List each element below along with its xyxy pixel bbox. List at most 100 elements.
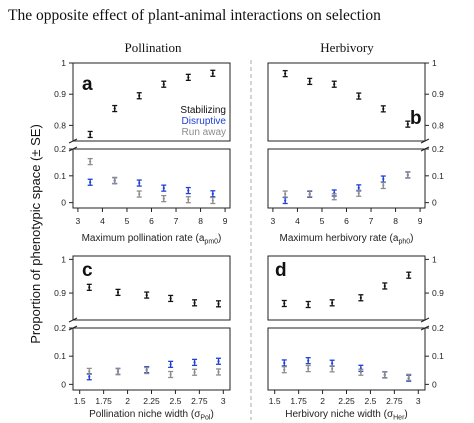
point-marker [331, 367, 334, 370]
upper-plot-frame [72, 62, 231, 142]
point-marker [89, 181, 92, 184]
data-point-stabilizing [115, 288, 121, 297]
data-point-runaway [380, 181, 386, 190]
xtick-label: 6 [344, 216, 349, 226]
point-marker [357, 186, 360, 189]
data-point-runaway [405, 171, 411, 179]
point-marker [116, 370, 120, 373]
point-marker [284, 192, 287, 196]
data-point-runaway [356, 189, 362, 197]
point-marker [284, 72, 287, 75]
panel-letter-b: b [410, 108, 422, 129]
data-point-disruptive [216, 357, 222, 365]
data-point-disruptive [305, 357, 311, 365]
data-point-runaway [358, 368, 364, 376]
data-point-stabilizing [307, 77, 313, 86]
point-marker [187, 189, 190, 192]
point-marker [406, 173, 409, 176]
data-point-stabilizing [112, 104, 118, 113]
point-marker [211, 199, 214, 202]
legend-disruptive: Disruptive [182, 116, 227, 127]
data-point-stabilizing [405, 120, 411, 128]
upper-plot-frame [267, 62, 426, 142]
lower-ytick-label: 0.1 [54, 351, 66, 361]
point-marker [333, 83, 336, 86]
point-marker [382, 107, 385, 110]
data-point-runaway [210, 196, 216, 205]
upper-plot-frame [72, 255, 231, 321]
point-marker [88, 286, 91, 289]
point-marker [113, 179, 116, 182]
data-point-stabilizing [185, 73, 191, 82]
point-marker [89, 160, 92, 163]
xtick-label: 2.25 [338, 396, 355, 406]
point-marker [116, 291, 120, 294]
point-marker [308, 80, 311, 83]
lower-ytick-label: 0 [432, 379, 437, 389]
data-point-stabilizing [87, 130, 93, 139]
point-marker [113, 107, 116, 110]
data-point-disruptive [168, 360, 174, 369]
figure-title: The opposite effect of plant-animal inte… [8, 7, 381, 24]
xtick-label: 2 [320, 396, 325, 406]
point-marker [307, 303, 310, 306]
point-marker [284, 199, 287, 202]
column-header-herbivory: Herbivory [320, 40, 374, 55]
data-point-stabilizing [161, 80, 167, 88]
lower-plot-frame [72, 148, 231, 209]
point-marker [283, 302, 286, 305]
panel-letter-c: c [82, 260, 93, 281]
data-point-disruptive [87, 178, 93, 186]
point-marker [211, 72, 214, 75]
data-point-runaway [136, 190, 142, 198]
data-point-runaway [161, 194, 167, 203]
data-point-runaway [281, 366, 287, 374]
point-marker [307, 359, 310, 362]
data-point-runaway [331, 193, 337, 201]
upper-plot-frame [267, 255, 426, 321]
point-marker [193, 301, 196, 304]
point-marker [145, 369, 148, 372]
point-marker [359, 371, 362, 374]
data-point-stabilizing [136, 92, 142, 100]
panel-letter-a: a [82, 74, 93, 95]
data-point-stabilizing [210, 69, 216, 77]
xtick-label: 2.5 [170, 396, 182, 406]
column-header-pollination: Pollination [124, 40, 182, 55]
point-marker [145, 293, 148, 297]
legend-stabilizing: Stabilizing [180, 105, 226, 116]
xtick-label: 3 [416, 396, 421, 406]
point-marker [162, 187, 165, 190]
point-marker [383, 284, 386, 288]
xtick-label: 5 [320, 216, 325, 226]
lower-ytick-label: 0.1 [432, 171, 444, 181]
figure-y-axis-label: Proportion of phenotypic space (± SE) [28, 124, 43, 344]
point-marker [283, 361, 286, 365]
data-point-disruptive [192, 358, 198, 367]
data-point-runaway [406, 373, 412, 381]
data-point-stabilizing [305, 300, 311, 309]
data-point-stabilizing [331, 80, 337, 88]
panel-c: 0.9 1 0 0.1 0.2 1.5 1.75 2 2.25 2.5 2.75 3 Pollinati… [54, 254, 231, 422]
xtick-label: 5 [125, 216, 130, 226]
point-marker [331, 301, 334, 304]
upper-ytick-label: 0.9 [54, 288, 66, 298]
data-point-runaway [112, 176, 118, 185]
xtick-label: 7 [174, 216, 179, 226]
xtick-label: 9 [418, 216, 423, 226]
x-axis-label: Maximum pollination rate (apm0) [82, 233, 222, 246]
data-point-disruptive [161, 184, 167, 192]
point-marker [138, 192, 141, 196]
data-point-runaway [307, 190, 313, 198]
xtick-label: 2 [125, 396, 130, 406]
point-marker [169, 297, 172, 300]
point-marker [193, 371, 196, 374]
xtick-label: 8 [198, 216, 203, 226]
point-marker [217, 360, 220, 363]
point-marker [407, 274, 410, 277]
point-marker [283, 368, 286, 371]
xtick-label: 8 [393, 216, 398, 226]
data-point-runaway [329, 365, 335, 373]
